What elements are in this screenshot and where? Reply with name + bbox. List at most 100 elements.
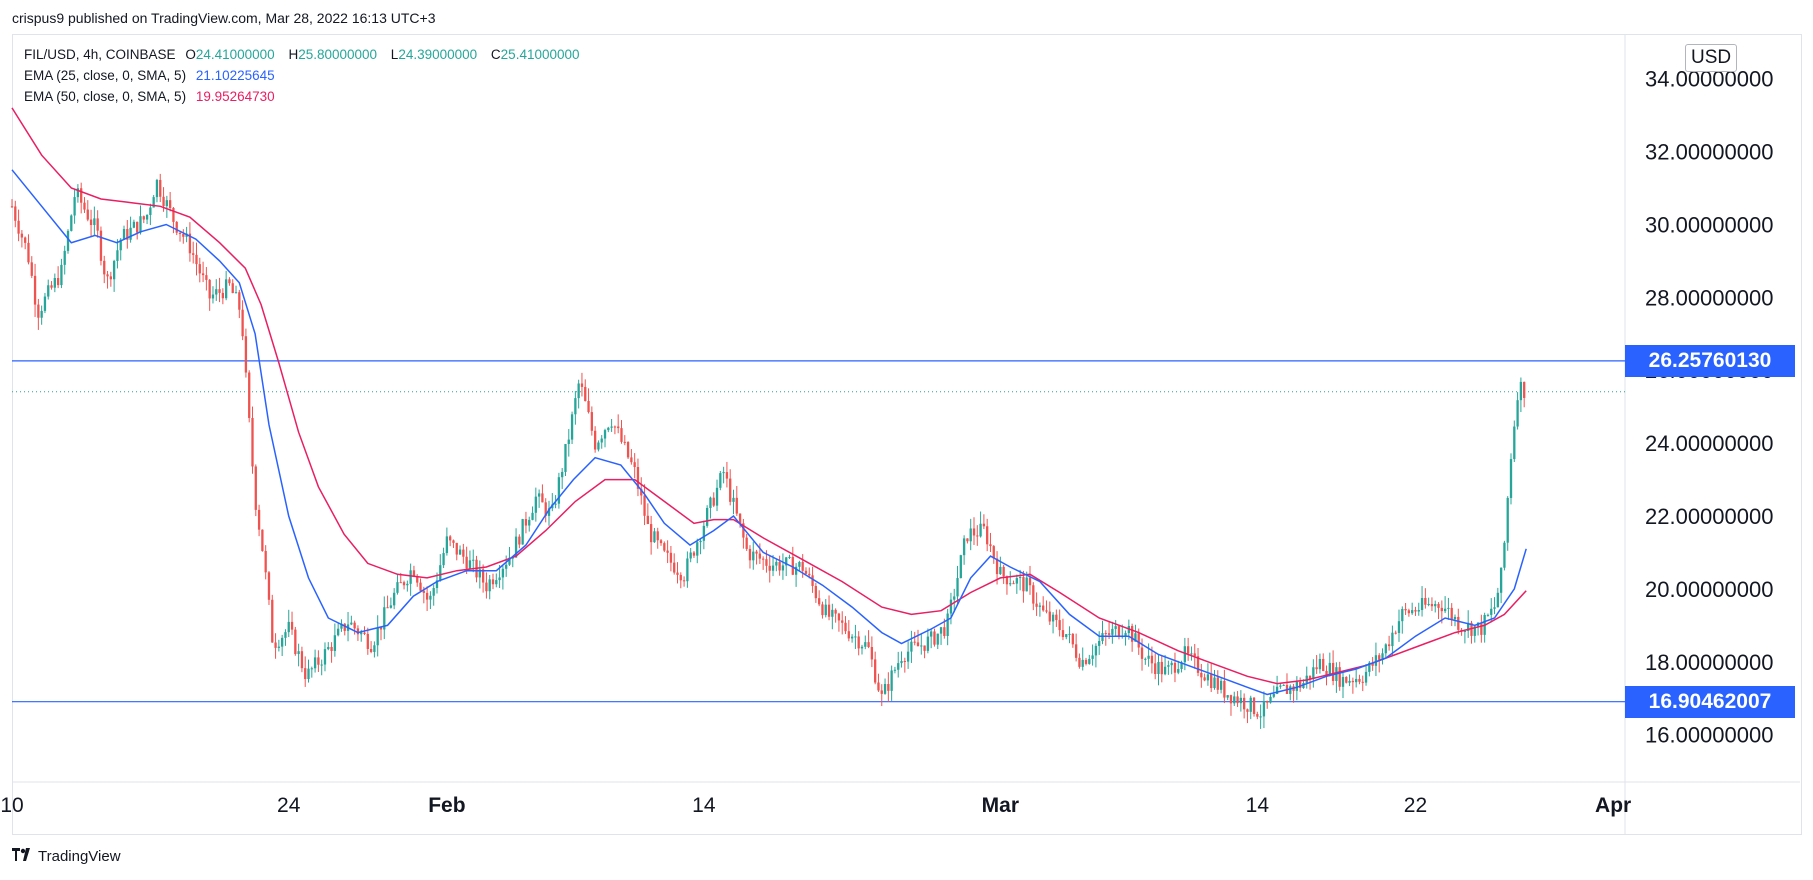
candle-body bbox=[350, 622, 353, 625]
candle-body bbox=[986, 526, 989, 545]
candle-body bbox=[1005, 576, 1009, 585]
candle-body bbox=[330, 646, 333, 651]
candle-body bbox=[719, 473, 722, 488]
candle-body bbox=[976, 535, 979, 537]
candle-body bbox=[758, 553, 762, 559]
candle-body bbox=[93, 218, 96, 226]
candle-body bbox=[307, 668, 310, 680]
candle-body bbox=[1289, 686, 1292, 694]
candle-body bbox=[248, 372, 251, 418]
candle-body bbox=[201, 273, 205, 276]
candle-body bbox=[528, 519, 531, 526]
tradingview-logo[interactable]: TradingView bbox=[12, 848, 121, 865]
candle-body bbox=[989, 544, 992, 547]
candle-body bbox=[1206, 674, 1210, 681]
candle-body bbox=[1035, 603, 1038, 607]
candle-body bbox=[643, 495, 646, 516]
candle-body bbox=[887, 683, 890, 691]
candle-body bbox=[353, 622, 356, 629]
currency-badge[interactable]: USD bbox=[1685, 44, 1738, 72]
candle-body bbox=[804, 570, 808, 574]
y-tick-label: 28.00000000 bbox=[1645, 285, 1773, 310]
candle-body bbox=[73, 197, 76, 216]
candle-body bbox=[323, 649, 327, 665]
candle-body bbox=[547, 508, 551, 516]
high-value: 25.80000000 bbox=[298, 47, 378, 62]
candle-body bbox=[705, 507, 709, 526]
candle-body bbox=[725, 472, 729, 479]
candle-body bbox=[541, 493, 544, 503]
candle-body bbox=[1351, 680, 1355, 683]
candle-body bbox=[636, 467, 640, 489]
candle-body bbox=[103, 260, 106, 275]
candle-body bbox=[1394, 632, 1397, 634]
candle-body bbox=[544, 502, 547, 516]
candle-body bbox=[1078, 657, 1081, 667]
candle-body bbox=[168, 200, 172, 208]
candle-body bbox=[409, 570, 412, 584]
candle-body bbox=[40, 310, 43, 318]
candle-body bbox=[1480, 622, 1483, 635]
candle-body bbox=[992, 546, 995, 559]
candle-body bbox=[962, 538, 966, 556]
candle-body bbox=[290, 621, 294, 630]
candle-body bbox=[159, 179, 162, 197]
candle-body bbox=[1358, 678, 1361, 682]
candle-body bbox=[488, 579, 491, 592]
candle-body bbox=[508, 557, 511, 565]
candle-body bbox=[1246, 709, 1249, 712]
candle-body bbox=[1473, 626, 1476, 636]
candle-body bbox=[1236, 696, 1239, 704]
candle-body bbox=[531, 512, 534, 520]
candle-body bbox=[277, 646, 281, 648]
candle-body bbox=[732, 497, 735, 502]
candle-body bbox=[626, 442, 630, 458]
candle-body bbox=[109, 276, 112, 280]
candle-body bbox=[83, 202, 86, 210]
candle-body bbox=[1325, 670, 1328, 676]
candle-body bbox=[20, 233, 24, 238]
candle-body bbox=[943, 627, 946, 636]
candle-body bbox=[142, 216, 145, 220]
candle-body bbox=[257, 509, 261, 530]
candle-body bbox=[498, 577, 501, 581]
candle-body bbox=[132, 221, 136, 228]
candle-body bbox=[1374, 655, 1378, 666]
candle-body bbox=[1519, 381, 1523, 401]
candle-body bbox=[771, 565, 775, 571]
candle-body bbox=[1499, 567, 1503, 593]
candle-body bbox=[465, 556, 468, 569]
candle-body bbox=[1490, 608, 1493, 615]
candle-body bbox=[1094, 645, 1098, 656]
ema50-label: EMA (50, close, 0, SMA, 5) bbox=[24, 89, 187, 104]
candle-body bbox=[416, 576, 419, 583]
candle-body bbox=[1513, 426, 1516, 460]
candle-body bbox=[1022, 577, 1025, 592]
candle-body bbox=[613, 426, 617, 428]
candle-body bbox=[827, 604, 831, 617]
candle-body bbox=[1130, 625, 1134, 642]
candle-body bbox=[1486, 614, 1490, 616]
candle-body bbox=[1259, 716, 1262, 718]
candle-body bbox=[1328, 662, 1331, 676]
candle-body bbox=[1427, 603, 1430, 605]
ema25-line bbox=[11, 169, 1527, 696]
candle-body bbox=[1348, 680, 1351, 683]
candle-body bbox=[1002, 566, 1005, 577]
candle-body bbox=[280, 637, 284, 647]
candle-body bbox=[953, 596, 956, 600]
candle-body bbox=[1154, 663, 1157, 674]
candle-body bbox=[916, 642, 920, 647]
candle-body bbox=[1084, 659, 1088, 664]
candle-body bbox=[261, 529, 264, 551]
candle-body bbox=[425, 592, 429, 600]
candle-body bbox=[126, 229, 129, 240]
candle-body bbox=[485, 582, 488, 592]
candle-body bbox=[1101, 633, 1104, 641]
candle-body bbox=[99, 230, 103, 261]
candle-body bbox=[682, 580, 686, 582]
candle-body bbox=[172, 207, 175, 222]
candle-body bbox=[162, 196, 165, 207]
candle-body bbox=[333, 635, 337, 651]
